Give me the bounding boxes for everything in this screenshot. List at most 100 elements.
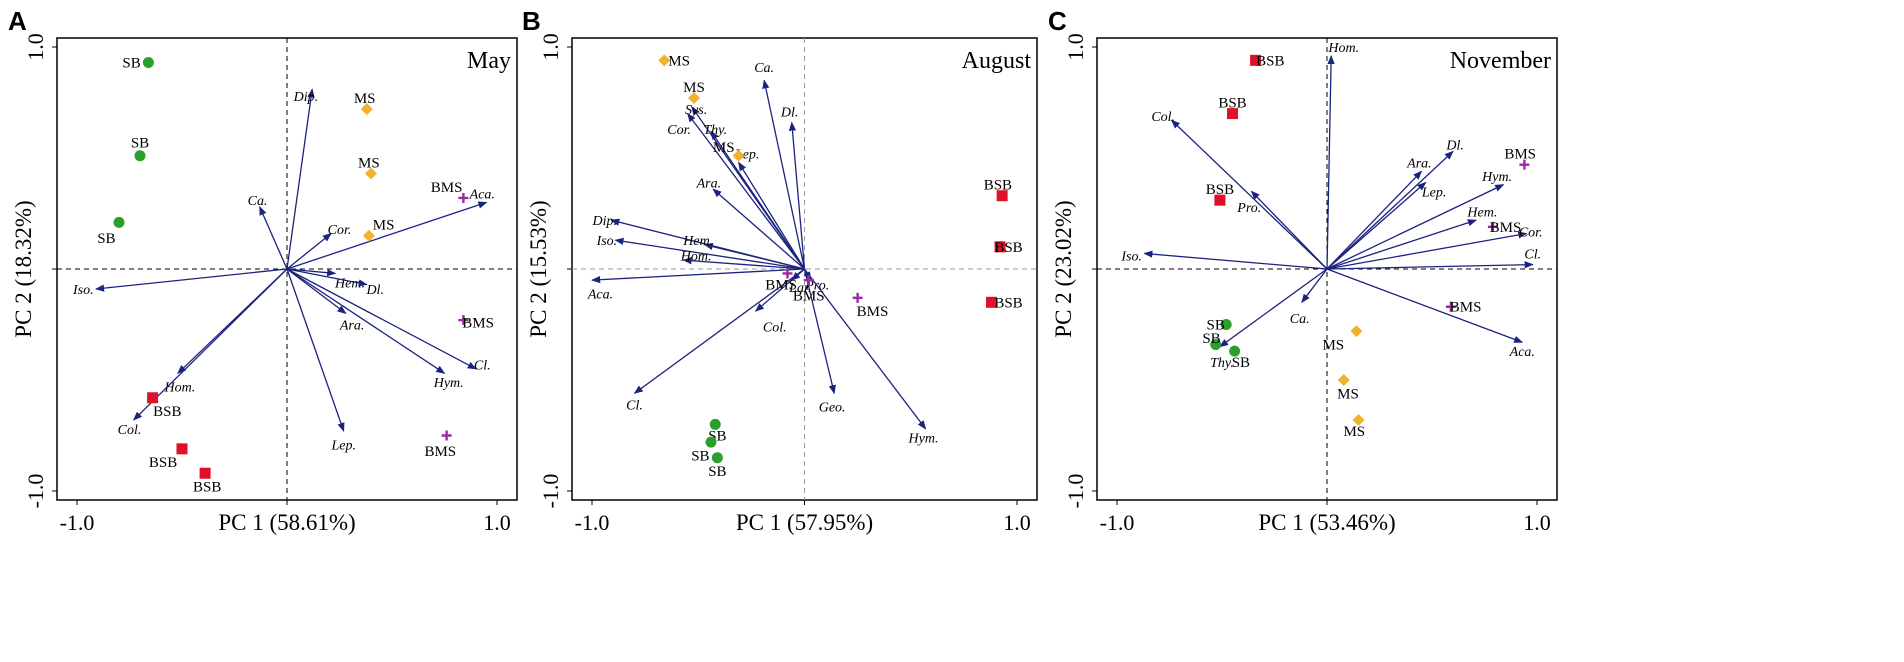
sample-point-bsb: [199, 467, 211, 479]
y-tick-label: 1.0: [1063, 33, 1088, 61]
sample-point-bsb: [1214, 194, 1226, 206]
vector-label: Ca.: [1290, 312, 1310, 327]
sample-point-bsb: [994, 241, 1006, 253]
vector-label: Dl.: [365, 283, 384, 298]
sample-label: BMS: [793, 289, 825, 305]
loading-vector: [286, 268, 347, 314]
loading-vector: [286, 268, 345, 432]
loading-vector: [1326, 268, 1524, 343]
sample-point-sb: [1210, 338, 1222, 350]
sample-point-sb: [134, 150, 146, 162]
sample-label: BMS: [462, 315, 494, 331]
sample-point-bsb: [986, 296, 997, 308]
vector-label: Hym.: [433, 376, 464, 391]
loading-vector: [682, 257, 805, 270]
sample-point-bsb: [996, 190, 1008, 202]
vector-label: Thy.: [703, 123, 727, 138]
sample-point-bsb: [1227, 108, 1238, 120]
sample-label: BMS: [1504, 147, 1536, 163]
sample-point-bms: [782, 268, 793, 279]
x-tick-label: 1.0: [483, 510, 511, 535]
sample-point-ms: [360, 103, 373, 116]
loading-vector: [286, 268, 337, 277]
y-tick-label: -1.0: [1063, 474, 1088, 509]
loading-vector: [94, 268, 288, 292]
x-axis-title: PC 1 (57.95%): [736, 510, 873, 535]
vector-label: Hym.: [908, 432, 939, 447]
sample-label: BMS: [1490, 220, 1522, 236]
sample-point-ms: [732, 149, 745, 162]
sample-point-ms: [688, 92, 700, 105]
sample-point-sb: [1229, 345, 1241, 357]
sample-point-bsb: [1250, 54, 1262, 66]
sample-label: MS: [1337, 386, 1359, 402]
vector-label: Cl.: [626, 398, 643, 413]
vector-label: Dip.: [592, 214, 618, 229]
vector-label: Ara.: [1406, 156, 1432, 171]
sample-point-ms: [362, 229, 375, 242]
vector-label: Col.: [118, 423, 142, 438]
panel-c: C -1.0 1.0 1.0 -1.0 PC 1 (53.46%) PC 2 (23.02%…: [1048, 6, 1558, 535]
vector-label: Hym.: [1481, 170, 1512, 185]
panel-letter: B: [522, 6, 541, 36]
y-tick-label: -1.0: [538, 474, 563, 509]
loading-vector: [133, 268, 288, 421]
loading-vector: [1326, 261, 1534, 270]
loading-vector: [803, 268, 927, 430]
vector-label: Geo.: [819, 401, 846, 416]
sample-point-sb: [709, 418, 721, 430]
vector-label: Hom.: [1327, 41, 1359, 56]
sample-point-sb: [711, 452, 723, 464]
season-title: May: [467, 48, 511, 74]
sample-label: MS: [358, 155, 380, 171]
season-title: November: [1450, 48, 1551, 74]
sample-point-bms: [1445, 301, 1456, 312]
panel-letter: C: [1048, 6, 1067, 36]
sample-label: BSB: [1218, 96, 1246, 112]
sample-label: MS: [713, 140, 735, 156]
loading-vector: [591, 268, 805, 284]
sample-label: BMS: [424, 444, 456, 460]
x-tick-label: 1.0: [1003, 510, 1031, 535]
loading-vector: [259, 206, 288, 270]
sample-label: MS: [354, 91, 376, 107]
sample-point-ms: [1337, 374, 1350, 386]
sample-label: BMS: [1450, 300, 1482, 316]
loading-vector: [1301, 268, 1328, 304]
sample-point-ms: [365, 167, 377, 180]
loading-vector: [286, 201, 488, 270]
vector-label: Cor.: [1519, 225, 1543, 240]
vector-label: Sys.: [685, 103, 707, 118]
vector-label: Aca.: [1509, 345, 1535, 360]
vector-label: Pro.: [1236, 201, 1261, 216]
x-tick-label: 1.0: [1523, 510, 1551, 535]
panel-a: A -1.0 1.0 1.0 -1.0 PC 1 (58.61%) PC 2 (18.32%…: [8, 6, 518, 535]
vector-label: Lep.: [1421, 185, 1447, 200]
sample-label: SB: [122, 56, 140, 72]
vector-label: Dl.: [1445, 139, 1464, 154]
panel-b: B -1.0 1.0 1.0 -1.0 PC 1 (57.95%) PC 2 (15.53%…: [522, 6, 1038, 535]
loading-vector: [1250, 190, 1328, 270]
sample-point-bms: [852, 292, 863, 303]
loading-vector: [1326, 184, 1505, 270]
loading-vector: [762, 79, 806, 270]
vector-label: Dip.: [293, 90, 319, 105]
loading-vector: [286, 88, 315, 270]
sample-point-ms: [1352, 413, 1365, 426]
loading-vector: [710, 130, 806, 270]
vector-label: Iso.: [596, 234, 618, 249]
vector-label: Aca.: [469, 188, 495, 203]
vector-label: Col.: [1151, 110, 1175, 125]
loading-vector: [286, 232, 332, 270]
vector-label: Lep.: [330, 438, 356, 453]
sample-label: BSB: [193, 480, 221, 496]
sample-label: BSB: [153, 404, 181, 420]
loading-vector: [614, 237, 805, 270]
sample-label: BSB: [994, 295, 1022, 311]
sample-point-sb: [113, 216, 125, 228]
vector-label: Hom.: [680, 250, 712, 265]
vector-label: Col.: [763, 321, 787, 336]
vector-label: Iso.: [1120, 250, 1142, 265]
sample-label: MS: [1322, 337, 1344, 353]
sample-label: SB: [1202, 331, 1220, 347]
